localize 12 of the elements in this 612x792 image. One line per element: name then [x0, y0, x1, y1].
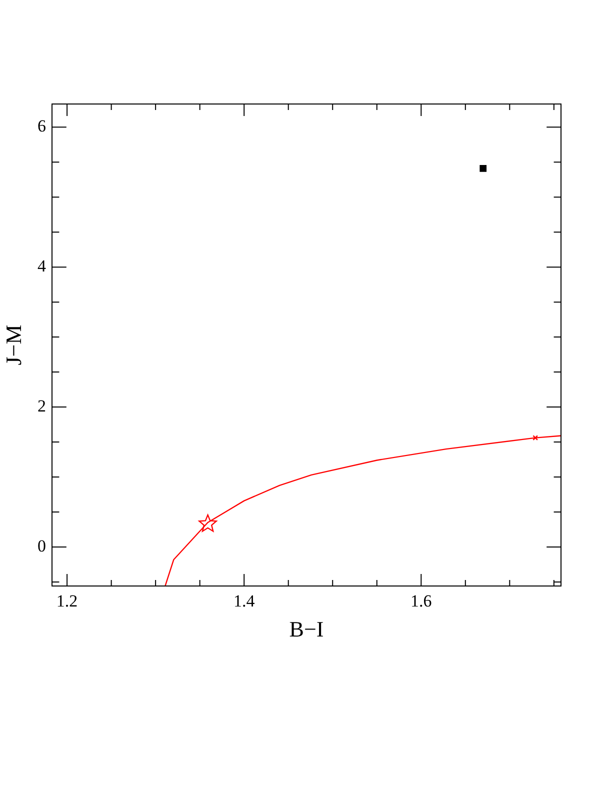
y-tick-label: 0	[38, 536, 46, 556]
y-tick-label: 6	[38, 116, 46, 136]
y-tick-label: 2	[38, 396, 46, 416]
x-tick-label: 1.2	[56, 592, 78, 611]
x-tick-label: 1.4	[233, 592, 256, 611]
y-tick-label: 4	[38, 256, 46, 276]
x-tick-label: 1.6	[410, 592, 432, 611]
point	[480, 164, 487, 172]
point	[198, 514, 217, 532]
y-axis-title: J−M	[0, 324, 26, 366]
point	[532, 435, 538, 441]
x-axis-title: B−I	[289, 616, 324, 642]
